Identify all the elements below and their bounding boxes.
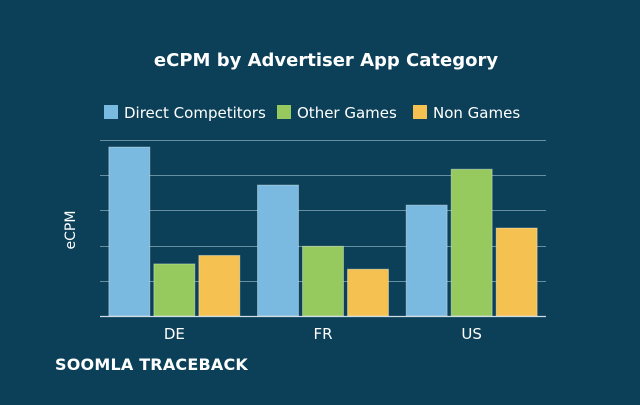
bars [108,146,538,317]
x-tick-label-us: US [461,325,482,343]
y-axis-label: eCPM [63,211,79,250]
legend-label-direct-competitors: Direct Competitors [124,104,266,122]
legend-swatch-other-games [277,105,291,119]
brand-logo: SOOMLA TRACEBACK [55,355,248,374]
bar-fr-other-games [302,245,344,317]
legend-swatch-non-games [413,105,427,119]
bar-fr-non-games [347,268,389,317]
x-tick-labels: DE FR US [164,325,482,343]
x-tick-label-de: DE [164,325,185,343]
bar-de-direct-competitors [108,146,151,317]
bar-de-non-games [198,254,241,317]
bar-us-non-games [495,227,538,317]
legend-label-non-games: Non Games [433,104,520,122]
legend-label-other-games: Other Games [297,104,397,122]
legend-swatch-direct-competitors [104,105,118,119]
x-tick-label-fr: FR [313,325,332,343]
bar-de-other-games [153,263,196,317]
bar-fr-direct-competitors [257,184,299,317]
chart-title: eCPM by Advertiser App Category [154,50,498,71]
legend: Direct Competitors Other Games Non Games [104,104,520,122]
bar-us-other-games [450,168,493,317]
bar-us-direct-competitors [405,204,448,317]
